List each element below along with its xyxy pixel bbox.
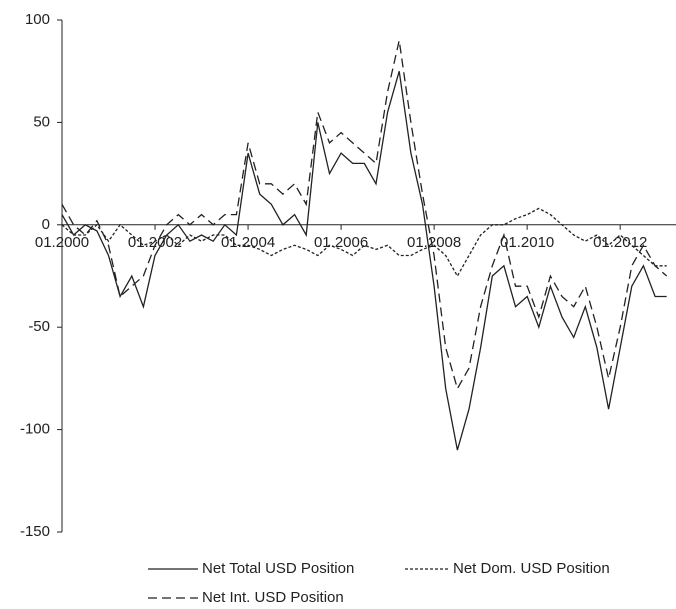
y-tick-label: -150 <box>20 523 50 540</box>
legend-label: Net Dom. USD Position <box>453 560 610 577</box>
legend-label: Net Int. USD Position <box>202 589 344 606</box>
x-tick-label: 01.2008 <box>407 234 461 251</box>
y-tick-label: -100 <box>20 421 50 438</box>
x-tick-label: 01.2010 <box>500 234 554 251</box>
series-line <box>61 207 667 278</box>
y-tick-label: 50 <box>33 113 50 130</box>
y-tick-label: 0 <box>42 216 50 233</box>
series-line <box>61 71 667 451</box>
legend-label: Net Total USD Position <box>202 560 354 577</box>
y-tick-label: 100 <box>25 11 50 28</box>
x-tick-label: 01.2000 <box>35 234 89 251</box>
x-tick-label: 01.2002 <box>128 234 182 251</box>
x-tick-label: 01.2012 <box>593 234 647 251</box>
x-tick-label: 01.2006 <box>314 234 368 251</box>
x-tick-label: 01.2004 <box>221 234 275 251</box>
y-tick-label: -50 <box>28 318 50 335</box>
series-line <box>61 40 668 391</box>
